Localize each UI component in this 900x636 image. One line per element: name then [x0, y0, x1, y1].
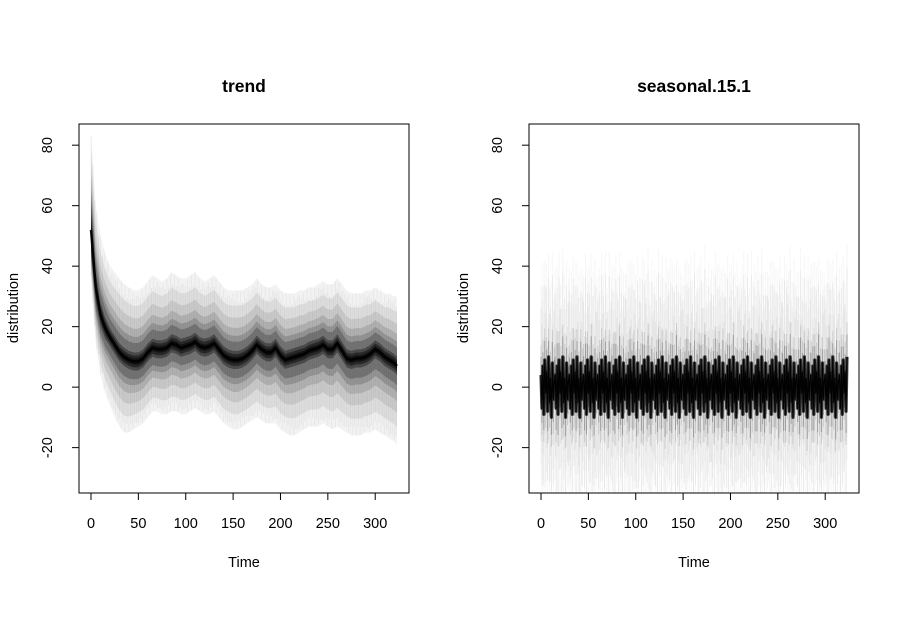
- trend-y-tick-label: 0: [40, 383, 56, 391]
- trend-x-tick-label: 100: [174, 516, 198, 532]
- trend-x-tick-label: 250: [316, 516, 340, 532]
- seasonal-y-axis-label: distribution: [456, 273, 472, 343]
- trend-band-2: [91, 164, 397, 414]
- seasonal-x-tick-label: 0: [537, 516, 545, 532]
- seasonal-x-tick-label: 250: [766, 516, 790, 532]
- seasonal-panel: seasonal.15.1 Time distribution 0 50 100 15…: [456, 76, 860, 571]
- seasonal-x-axis-label: Time: [678, 555, 710, 571]
- trend-y-tick-label: 60: [40, 198, 56, 214]
- trend-plot-area: [89, 130, 398, 445]
- seasonal-x-tick-label: 200: [718, 516, 742, 532]
- seasonal-y-tick-label: -20: [490, 437, 506, 458]
- trend-band-0: [91, 130, 397, 445]
- trend-y-tick-label: 40: [40, 258, 56, 274]
- seasonal-y-tick-label: 80: [490, 137, 506, 153]
- trend-y-tick-label: 20: [40, 319, 56, 335]
- seasonal-title: seasonal.15.1: [637, 76, 751, 96]
- seasonal-y-tick-label: 0: [490, 383, 506, 391]
- seasonal-median-line: [540, 356, 848, 418]
- trend-x-axis-label: Time: [228, 555, 260, 571]
- seasonal-x-axis: 0 50 100 150 200 250 300: [537, 492, 837, 532]
- trend-x-tick-label: 150: [221, 516, 245, 532]
- trend-panel: trend Time distribution 0 50 100 150 200 250 3…: [6, 76, 410, 571]
- seasonal-plot-area: [539, 267, 849, 493]
- trend-median-line: [89, 229, 398, 367]
- trend-y-axis: -20 0 20 40 60 80: [40, 137, 80, 458]
- seasonal-y-tick-label: 40: [490, 258, 506, 274]
- seasonal-x-tick-label: 150: [671, 516, 695, 532]
- trend-y-tick-label: -20: [40, 437, 56, 458]
- seasonal-y-tick-label: 60: [490, 198, 506, 214]
- trend-x-tick-label: 50: [130, 516, 146, 532]
- trend-y-axis-label: distribution: [6, 273, 22, 343]
- seasonal-x-tick-label: 300: [813, 516, 837, 532]
- seasonal-y-axis: -20 0 20 40 60 80: [490, 137, 530, 458]
- trend-band-5: [91, 194, 397, 386]
- trend-x-tick-label: 300: [363, 516, 387, 532]
- seasonal-x-tick-label: 50: [580, 516, 596, 532]
- seasonal-x-tick-label: 100: [624, 516, 648, 532]
- seasonal-y-tick-label: 20: [490, 319, 506, 335]
- trend-band-1: [91, 148, 397, 428]
- trend-title: trend: [222, 76, 266, 96]
- trend-x-axis: 0 50 100 150 200 250 300: [87, 492, 387, 532]
- trend-y-tick-label: 80: [40, 137, 56, 153]
- trend-x-tick-label: 200: [268, 516, 292, 532]
- trend-band-4: [91, 186, 397, 393]
- trend-x-tick-label: 0: [87, 516, 95, 532]
